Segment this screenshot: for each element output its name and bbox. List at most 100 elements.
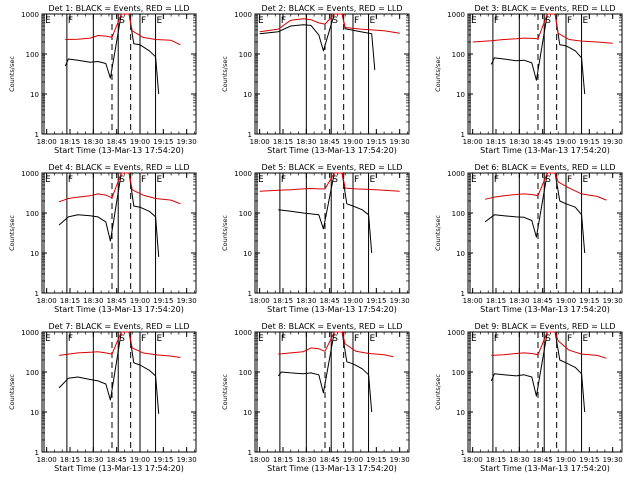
x-tick-label: 19:15 [366, 297, 386, 305]
y-tick-label: 10 [456, 409, 465, 417]
event-marker-label: S [332, 175, 338, 185]
y-tick-label: 10 [243, 409, 252, 417]
y-tick-label: 10 [243, 250, 252, 258]
event-marker-label: F [281, 334, 286, 344]
y-tick-label: 10 [30, 250, 39, 258]
event-marker-label: F [494, 16, 499, 26]
event-marker-label: S [119, 334, 125, 344]
x-axis-label: Start Time (13-Mar-13 17:54:20) [54, 146, 184, 155]
x-tick-label: 19:15 [579, 138, 599, 146]
y-tick-label: 100 [26, 369, 39, 377]
x-axis-label: Start Time (13-Mar-13 17:54:20) [267, 146, 397, 155]
x-tick-label: 18:30 [296, 138, 316, 146]
x-axis-label: Start Time (13-Mar-13 17:54:20) [480, 464, 610, 473]
y-tick-label: 1 [35, 449, 39, 457]
y-tick-label: 1 [248, 290, 252, 298]
x-tick-label: 19:15 [153, 138, 173, 146]
event-marker-label: E [370, 334, 376, 344]
event-marker-label: E [370, 175, 376, 185]
event-marker-label: F [354, 334, 359, 344]
event-marker-label: F [141, 175, 146, 185]
y-axis-label: Counts/sec [221, 215, 229, 251]
x-tick-label: 18:45 [320, 297, 340, 305]
x-tick-label: 18:30 [296, 297, 316, 305]
detector-panel: 1 10 100 1000 18:00 18:15 18:30 18:45 19:00 19:15… [434, 322, 623, 473]
x-tick-label: 19:15 [579, 297, 599, 305]
x-tick-label: 18:45 [107, 138, 127, 146]
plot-frame [254, 331, 410, 453]
series-line-lld [259, 172, 400, 192]
x-tick-label: 18:45 [320, 138, 340, 146]
y-tick-label: 1000 [447, 11, 465, 19]
plot-frame [467, 172, 623, 294]
event-marker-label: F [354, 16, 359, 26]
event-marker-label: E [583, 16, 589, 26]
y-tick-label: 100 [452, 51, 465, 59]
series-line-lld [491, 331, 607, 359]
detector-panel: 1 10 100 1000 18:00 18:15 18:30 18:45 19:00 19:15… [434, 4, 623, 155]
x-tick-label: 18:00 [463, 456, 483, 464]
x-tick-label: 19:15 [366, 456, 386, 464]
series-line-events [259, 13, 376, 70]
event-marker-label: E [258, 16, 264, 26]
x-tick-label: 18:30 [83, 456, 103, 464]
x-tick-label: 18:30 [83, 138, 103, 146]
series-line-events [58, 331, 160, 414]
panel-title: Det 8: BLACK = Events, RED = LLD [262, 322, 403, 331]
detector-panel: 1 10 100 1000 18:00 18:15 18:30 18:45 19:00 19:15… [8, 4, 197, 155]
x-tick-label: 19:00 [343, 138, 363, 146]
panel-title: Det 6: BLACK = Events, RED = LLD [475, 163, 616, 172]
panel-title: Det 9: BLACK = Events, RED = LLD [475, 322, 616, 331]
panel-title: Det 4: BLACK = Events, RED = LLD [49, 163, 190, 172]
x-tick-label: 19:15 [579, 456, 599, 464]
x-tick-label: 18:00 [37, 456, 57, 464]
x-tick-label: 19:30 [177, 297, 197, 305]
x-tick-label: 18:30 [509, 297, 529, 305]
x-tick-label: 18:15 [486, 456, 506, 464]
plot-frame [41, 331, 197, 453]
event-marker-label: E [583, 175, 589, 185]
y-tick-label: 1 [461, 290, 465, 298]
x-tick-label: 18:45 [320, 456, 340, 464]
x-axis-label: Start Time (13-Mar-13 17:54:20) [54, 464, 184, 473]
y-tick-label: 1000 [234, 170, 252, 178]
event-marker-label: E [471, 16, 477, 26]
event-marker-label: S [332, 334, 338, 344]
x-tick-label: 19:30 [177, 456, 197, 464]
x-tick-label: 19:30 [390, 138, 410, 146]
x-tick-label: 18:00 [463, 138, 483, 146]
detector-panel: 1 10 100 1000 18:00 18:15 18:30 18:45 19:00 19:15… [434, 163, 623, 314]
y-tick-label: 1 [35, 131, 39, 139]
y-tick-label: 10 [456, 91, 465, 99]
x-tick-label: 18:30 [509, 138, 529, 146]
y-tick-label: 10 [30, 409, 39, 417]
x-tick-label: 18:30 [296, 456, 316, 464]
x-tick-label: 19:00 [343, 297, 363, 305]
series-line-lld [59, 331, 181, 358]
event-marker-label: F [494, 175, 499, 185]
y-tick-label: 10 [456, 250, 465, 258]
panel-title: Det 5: BLACK = Events, RED = LLD [262, 163, 403, 172]
panel-title: Det 2: BLACK = Events, RED = LLD [262, 4, 403, 13]
y-tick-label: 100 [452, 369, 465, 377]
x-tick-label: 18:15 [60, 297, 80, 305]
event-marker-label: F [281, 175, 286, 185]
y-tick-label: 1000 [21, 329, 39, 337]
x-tick-label: 19:00 [556, 456, 576, 464]
y-axis-label: Counts/sec [221, 56, 229, 92]
event-marker-label: E [45, 334, 51, 344]
x-axis-label: Start Time (13-Mar-13 17:54:20) [267, 464, 397, 473]
event-marker-label: F [494, 334, 499, 344]
event-marker-label: F [68, 175, 73, 185]
y-tick-label: 1000 [447, 170, 465, 178]
y-tick-label: 100 [26, 210, 39, 218]
series-line-events [64, 13, 160, 95]
y-tick-label: 1000 [21, 170, 39, 178]
series-line-lld [65, 13, 181, 46]
x-tick-label: 18:15 [486, 138, 506, 146]
y-axis-label: Counts/sec [434, 56, 442, 92]
x-tick-label: 19:30 [603, 297, 623, 305]
x-tick-label: 18:00 [463, 297, 483, 305]
x-tick-label: 18:15 [486, 297, 506, 305]
